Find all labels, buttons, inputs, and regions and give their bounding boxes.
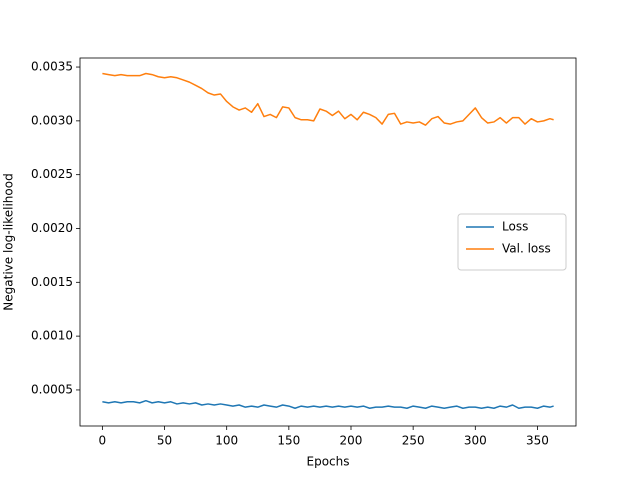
x-tick-label: 250: [402, 434, 425, 448]
legend-box: [457, 213, 567, 271]
y-axis-label: Negative log-likelihood: [2, 173, 16, 310]
x-axis-label: Epochs: [307, 455, 350, 469]
line-series: [102, 72, 554, 126]
y-tick-label: 0.0025: [31, 167, 73, 181]
y-tick-label: 0.0035: [31, 60, 73, 74]
x-tick-label: 150: [277, 434, 300, 448]
x-tick-label: 200: [340, 434, 363, 448]
y-tick-label: 0.0010: [31, 329, 73, 343]
x-tick-label: 350: [526, 434, 549, 448]
line-series: [102, 399, 554, 409]
x-tick-label: 100: [215, 434, 238, 448]
y-tick-label: 0.0020: [31, 221, 73, 235]
y-tick-label: 0.0005: [31, 382, 73, 396]
x-tick-label: 300: [464, 434, 487, 448]
y-tick-label: 0.0015: [31, 275, 73, 289]
legend-label: Val. loss: [502, 242, 551, 256]
plot-frame: [79, 57, 577, 427]
x-tick-label: 0: [99, 434, 107, 448]
legend-label: Loss: [502, 220, 528, 234]
x-tick-label: 50: [157, 434, 172, 448]
y-tick-label: 0.0030: [31, 113, 73, 127]
